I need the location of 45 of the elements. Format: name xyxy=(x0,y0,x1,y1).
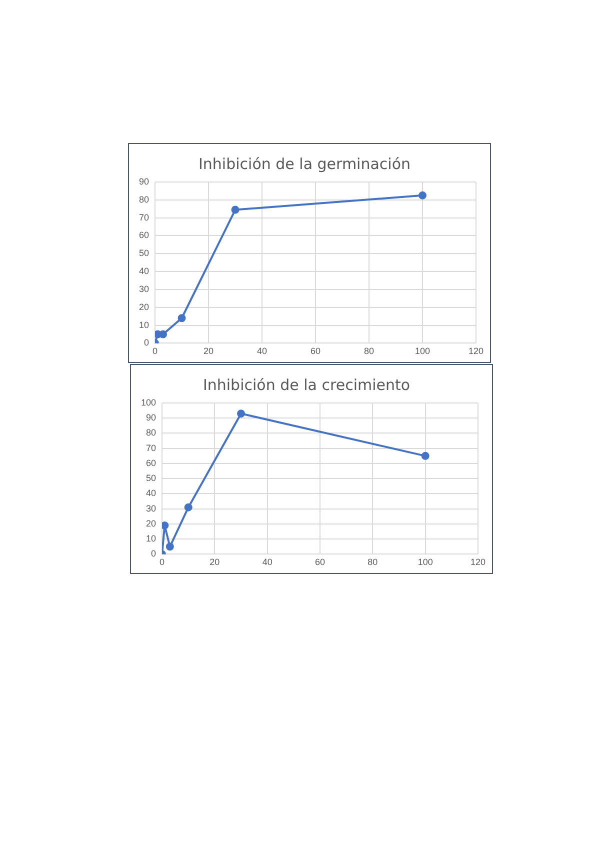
x-tick-label: 20 xyxy=(204,346,214,356)
point xyxy=(162,521,169,530)
point xyxy=(421,452,430,460)
chart-title: Inhibición de la germinación xyxy=(198,154,411,173)
y-tick-label: 70 xyxy=(138,212,150,222)
y-tick-label: 30 xyxy=(146,503,156,514)
y-tick-label: 0 xyxy=(151,548,156,559)
x-tick-label: 120 xyxy=(468,346,484,356)
point xyxy=(418,191,426,200)
chart-title: Inhibición de la crecimiento xyxy=(202,376,410,394)
point xyxy=(159,330,168,338)
y-tick-label: 50 xyxy=(138,248,150,258)
point xyxy=(178,314,186,322)
y-tick-label: 50 xyxy=(146,473,156,484)
y-tick-label: 80 xyxy=(146,428,156,438)
y-tick-label: 40 xyxy=(138,266,150,276)
y-tick-label: 30 xyxy=(138,284,150,294)
y-tick-label: 20 xyxy=(146,518,156,528)
x-tick-label: 0 xyxy=(160,557,165,568)
y-tick-label: 10 xyxy=(138,320,150,330)
y-tick-label: 90 xyxy=(146,412,156,423)
y-tick-label: 20 xyxy=(138,302,150,312)
point xyxy=(231,206,240,214)
x-tick-label: 40 xyxy=(262,557,272,568)
x-tick-label: 40 xyxy=(257,346,268,356)
x-tick-label: 60 xyxy=(310,346,321,356)
point xyxy=(237,410,246,418)
y-tick-label: 90 xyxy=(138,176,150,186)
point xyxy=(166,542,174,551)
y-tick-label: 80 xyxy=(138,194,150,204)
y-tick-label: 100 xyxy=(140,397,156,408)
y-tick-label: 0 xyxy=(144,338,150,348)
y-tick-label: 40 xyxy=(146,488,156,498)
x-tick-label: 100 xyxy=(418,557,433,568)
y-tick-label: 60 xyxy=(138,230,150,240)
x-tick-label: 80 xyxy=(364,346,374,356)
x-tick-label: 120 xyxy=(470,557,486,568)
y-tick-label: 60 xyxy=(146,458,156,468)
x-tick-label: 60 xyxy=(315,557,326,568)
y-tick-label: 70 xyxy=(146,442,156,453)
x-tick-label: 20 xyxy=(210,557,220,568)
point xyxy=(184,503,192,512)
x-tick-label: 100 xyxy=(414,346,430,356)
x-tick-label: 80 xyxy=(368,557,378,568)
y-tick-label: 10 xyxy=(146,534,156,544)
